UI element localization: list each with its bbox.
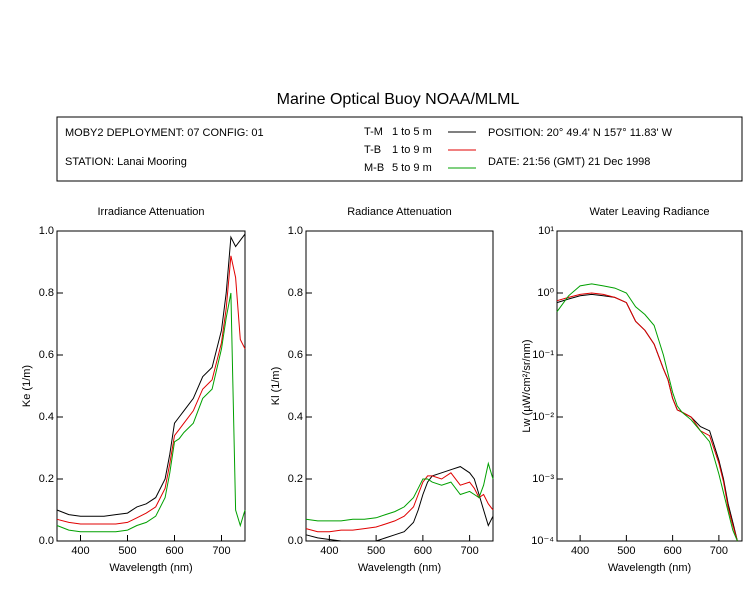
- y-tick-label: 0.6: [288, 349, 303, 361]
- x-tick-label: 700: [212, 545, 230, 557]
- y-tick-label: 0.0: [288, 535, 303, 547]
- series-line: [305, 472, 494, 533]
- y-tick-label: 0.8: [288, 287, 303, 299]
- station: STATION: Lanai Mooring: [65, 156, 187, 168]
- y-tick-label: 0.4: [39, 411, 54, 423]
- y-axis-label: Lw (µW/cm²/sr/nm): [521, 339, 533, 432]
- series-line: [305, 466, 494, 542]
- y-tick-label: 0.2: [39, 473, 54, 485]
- plot-frame: [305, 230, 494, 542]
- position: POSITION: 20° 49.4' N 157° 11.83' W: [488, 127, 673, 139]
- y-tick-label: 1.0: [288, 225, 303, 237]
- x-axis-label: Wavelength (nm): [608, 562, 691, 574]
- x-tick-label: 700: [460, 545, 478, 557]
- series-line: [305, 461, 494, 522]
- chart-title: Radiance Attenuation: [347, 206, 452, 218]
- x-tick-label: 600: [165, 545, 183, 557]
- x-tick-label: 400: [71, 545, 89, 557]
- legend-label: 5 to 9 m: [392, 162, 432, 174]
- plot-frame: [56, 230, 246, 542]
- series-line: [56, 292, 246, 533]
- series-line: [556, 283, 738, 542]
- x-tick-label: 600: [414, 545, 432, 557]
- y-tick-label: 10¹: [538, 225, 554, 237]
- legend-name: M-B: [364, 162, 384, 174]
- legend-name: T-M: [364, 126, 383, 138]
- x-tick-label: 400: [571, 545, 589, 557]
- legend-label: 1 to 5 m: [392, 126, 432, 138]
- chart-title: Water Leaving Radiance: [589, 206, 709, 218]
- y-tick-label: 10⁻¹: [532, 349, 554, 361]
- info-box: [56, 116, 743, 182]
- figure-title: Marine Optical Buoy NOAA/MLML: [277, 91, 520, 108]
- legend-label: 1 to 9 m: [392, 144, 432, 156]
- x-tick-label: 500: [617, 545, 635, 557]
- y-tick-label: 10⁰: [537, 287, 554, 299]
- y-tick-label: 0.6: [39, 349, 54, 361]
- y-axis-label: Ke (1/m): [21, 365, 33, 407]
- y-tick-label: 0.2: [288, 473, 303, 485]
- x-tick-label: 600: [663, 545, 681, 557]
- legend-name: T-B: [364, 144, 381, 156]
- series-line: [56, 255, 246, 525]
- date: DATE: 21:56 (GMT) 21 Dec 1998: [488, 156, 650, 168]
- chart-title: Irradiance Attenuation: [97, 206, 204, 218]
- series-line: [56, 233, 246, 517]
- y-tick-label: 10⁻²: [532, 411, 554, 423]
- y-tick-label: 0.4: [288, 411, 303, 423]
- y-tick-label: 0.8: [39, 287, 54, 299]
- x-tick-label: 700: [710, 545, 728, 557]
- plot-frame: [556, 230, 743, 542]
- x-tick-label: 500: [118, 545, 136, 557]
- x-axis-label: Wavelength (nm): [109, 562, 192, 574]
- y-tick-label: 10⁻³: [532, 473, 554, 485]
- series-line: [556, 293, 738, 542]
- x-tick-label: 500: [367, 545, 385, 557]
- x-axis-label: Wavelength (nm): [358, 562, 441, 574]
- y-tick-label: 0.0: [39, 535, 54, 547]
- y-tick-label: 1.0: [39, 225, 54, 237]
- y-axis-label: Kl (1/m): [270, 367, 282, 406]
- y-tick-label: 10⁻⁴: [531, 535, 554, 547]
- series-line: [556, 292, 738, 542]
- deployment: MOBY2 DEPLOYMENT: 07 CONFIG: 01: [65, 127, 264, 139]
- x-tick-label: 400: [320, 545, 338, 557]
